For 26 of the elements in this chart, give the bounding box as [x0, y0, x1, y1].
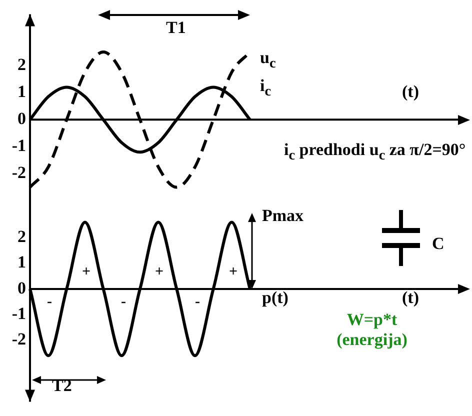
annotation: - [195, 293, 201, 312]
y-tick-label: -1 [12, 136, 26, 156]
series-label: i$_{c}$ [260, 76, 272, 102]
y-tick-label: -2 [12, 163, 26, 182]
annotation: + [82, 263, 92, 282]
annotation: T1 [166, 18, 187, 38]
annotation: + [229, 263, 239, 282]
series-label: p(t) [262, 288, 288, 308]
x-axis-title: (t) [402, 82, 419, 102]
y-tick-label: 1 [18, 82, 26, 102]
y-tick-label: 2 [18, 227, 26, 246]
x-axis-title: (t) [402, 288, 419, 308]
y-tick-label: 0 [18, 109, 26, 128]
annotation: Pmax [262, 206, 305, 226]
annotation: + [155, 263, 165, 282]
y-tick-label: -2 [12, 330, 26, 349]
y-tick-label: 2 [18, 54, 26, 74]
annotation: i$_{c}$ predhodi u$_{c}$ za π/2=90° [284, 140, 467, 166]
y-tick-label: -1 [12, 304, 26, 323]
series-label: u$_{c}$ [260, 48, 276, 74]
annotation: - [47, 293, 53, 312]
y-tick-label: 1 [18, 252, 26, 272]
annotation: C [432, 234, 446, 254]
annotation: - [121, 293, 127, 312]
annotation: W=p*t (energija) [336, 310, 408, 350]
y-tick-label: 0 [18, 278, 26, 298]
